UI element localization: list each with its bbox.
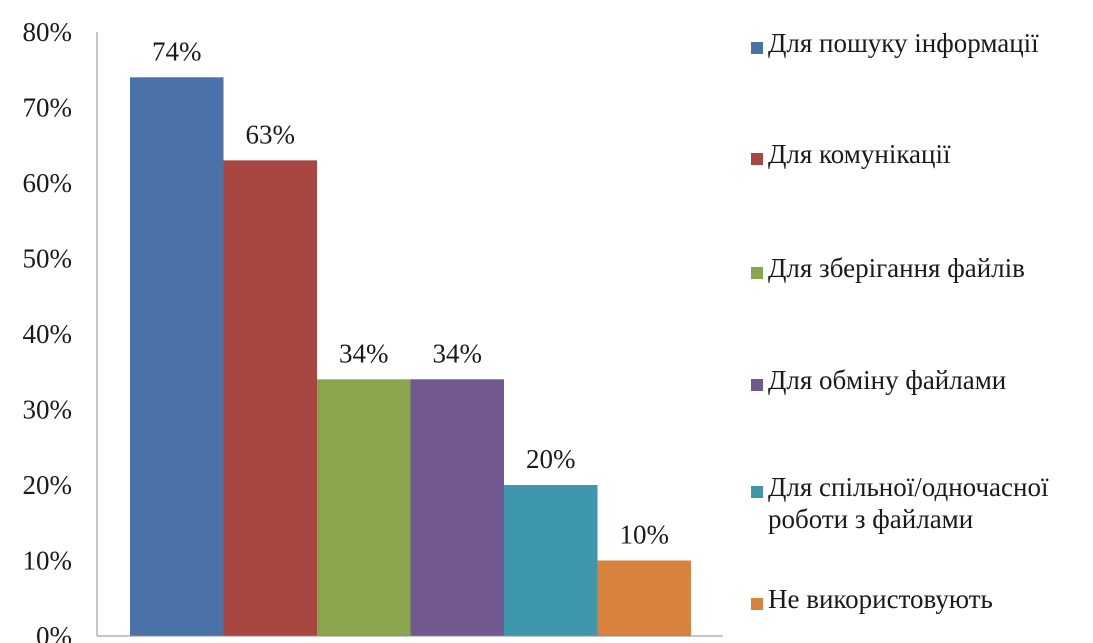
data-label-4: 20% [526, 444, 576, 474]
legend-swatch-5 [751, 598, 763, 610]
legend-entry-1: Для комунікації [768, 139, 951, 169]
y-axis-ticks: 0% 10% 20% 30% 40% 50% 60% 70% 80% [23, 17, 73, 643]
y-tick-label-7: 70% [23, 93, 73, 123]
legend: Для пошуку інформації Для комунікації Для … [751, 28, 1049, 614]
data-label-5: 10% [620, 520, 670, 550]
axes [96, 32, 723, 637]
bar-3 [410, 379, 504, 636]
bar-5 [597, 560, 691, 636]
legend-swatch-1 [751, 153, 763, 165]
y-tick-label-4: 40% [23, 319, 73, 349]
data-label-1: 63% [246, 119, 296, 149]
legend-swatch-0 [751, 42, 763, 54]
legend-swatch-3 [751, 379, 763, 391]
y-tick-label-0: 0% [36, 621, 72, 643]
y-tick-label-2: 20% [23, 470, 73, 500]
y-tick-label-8: 80% [23, 17, 73, 47]
bar-4 [504, 485, 598, 636]
bars [130, 77, 691, 637]
legend-entry-4-line-0: Для спільної/одночасної [768, 472, 1049, 502]
data-label-0: 74% [152, 36, 202, 66]
y-tick-label-3: 30% [23, 395, 73, 425]
y-tick-label-1: 10% [23, 546, 73, 576]
bar-1 [223, 160, 317, 636]
y-tick-label-5: 50% [23, 244, 73, 274]
data-label-3: 34% [433, 338, 483, 368]
legend-swatch-4 [751, 486, 763, 498]
data-label-2: 34% [339, 338, 389, 368]
legend-entry-5: Не використовують [768, 584, 993, 614]
bar-0 [130, 77, 224, 637]
data-labels: 74% 63% 34% 34% 20% 10% [152, 36, 669, 549]
legend-entry-2: Для зберігання файлів [768, 253, 1025, 283]
bar-2 [317, 379, 411, 636]
legend-entry-0: Для пошуку інформації [768, 28, 1039, 58]
y-tick-label-6: 60% [23, 168, 73, 198]
legend-swatch-2 [751, 267, 763, 279]
legend-entry-4-line-1: роботи з файлами [768, 504, 973, 534]
legend-entry-3: Для обміну файлами [768, 365, 1006, 395]
